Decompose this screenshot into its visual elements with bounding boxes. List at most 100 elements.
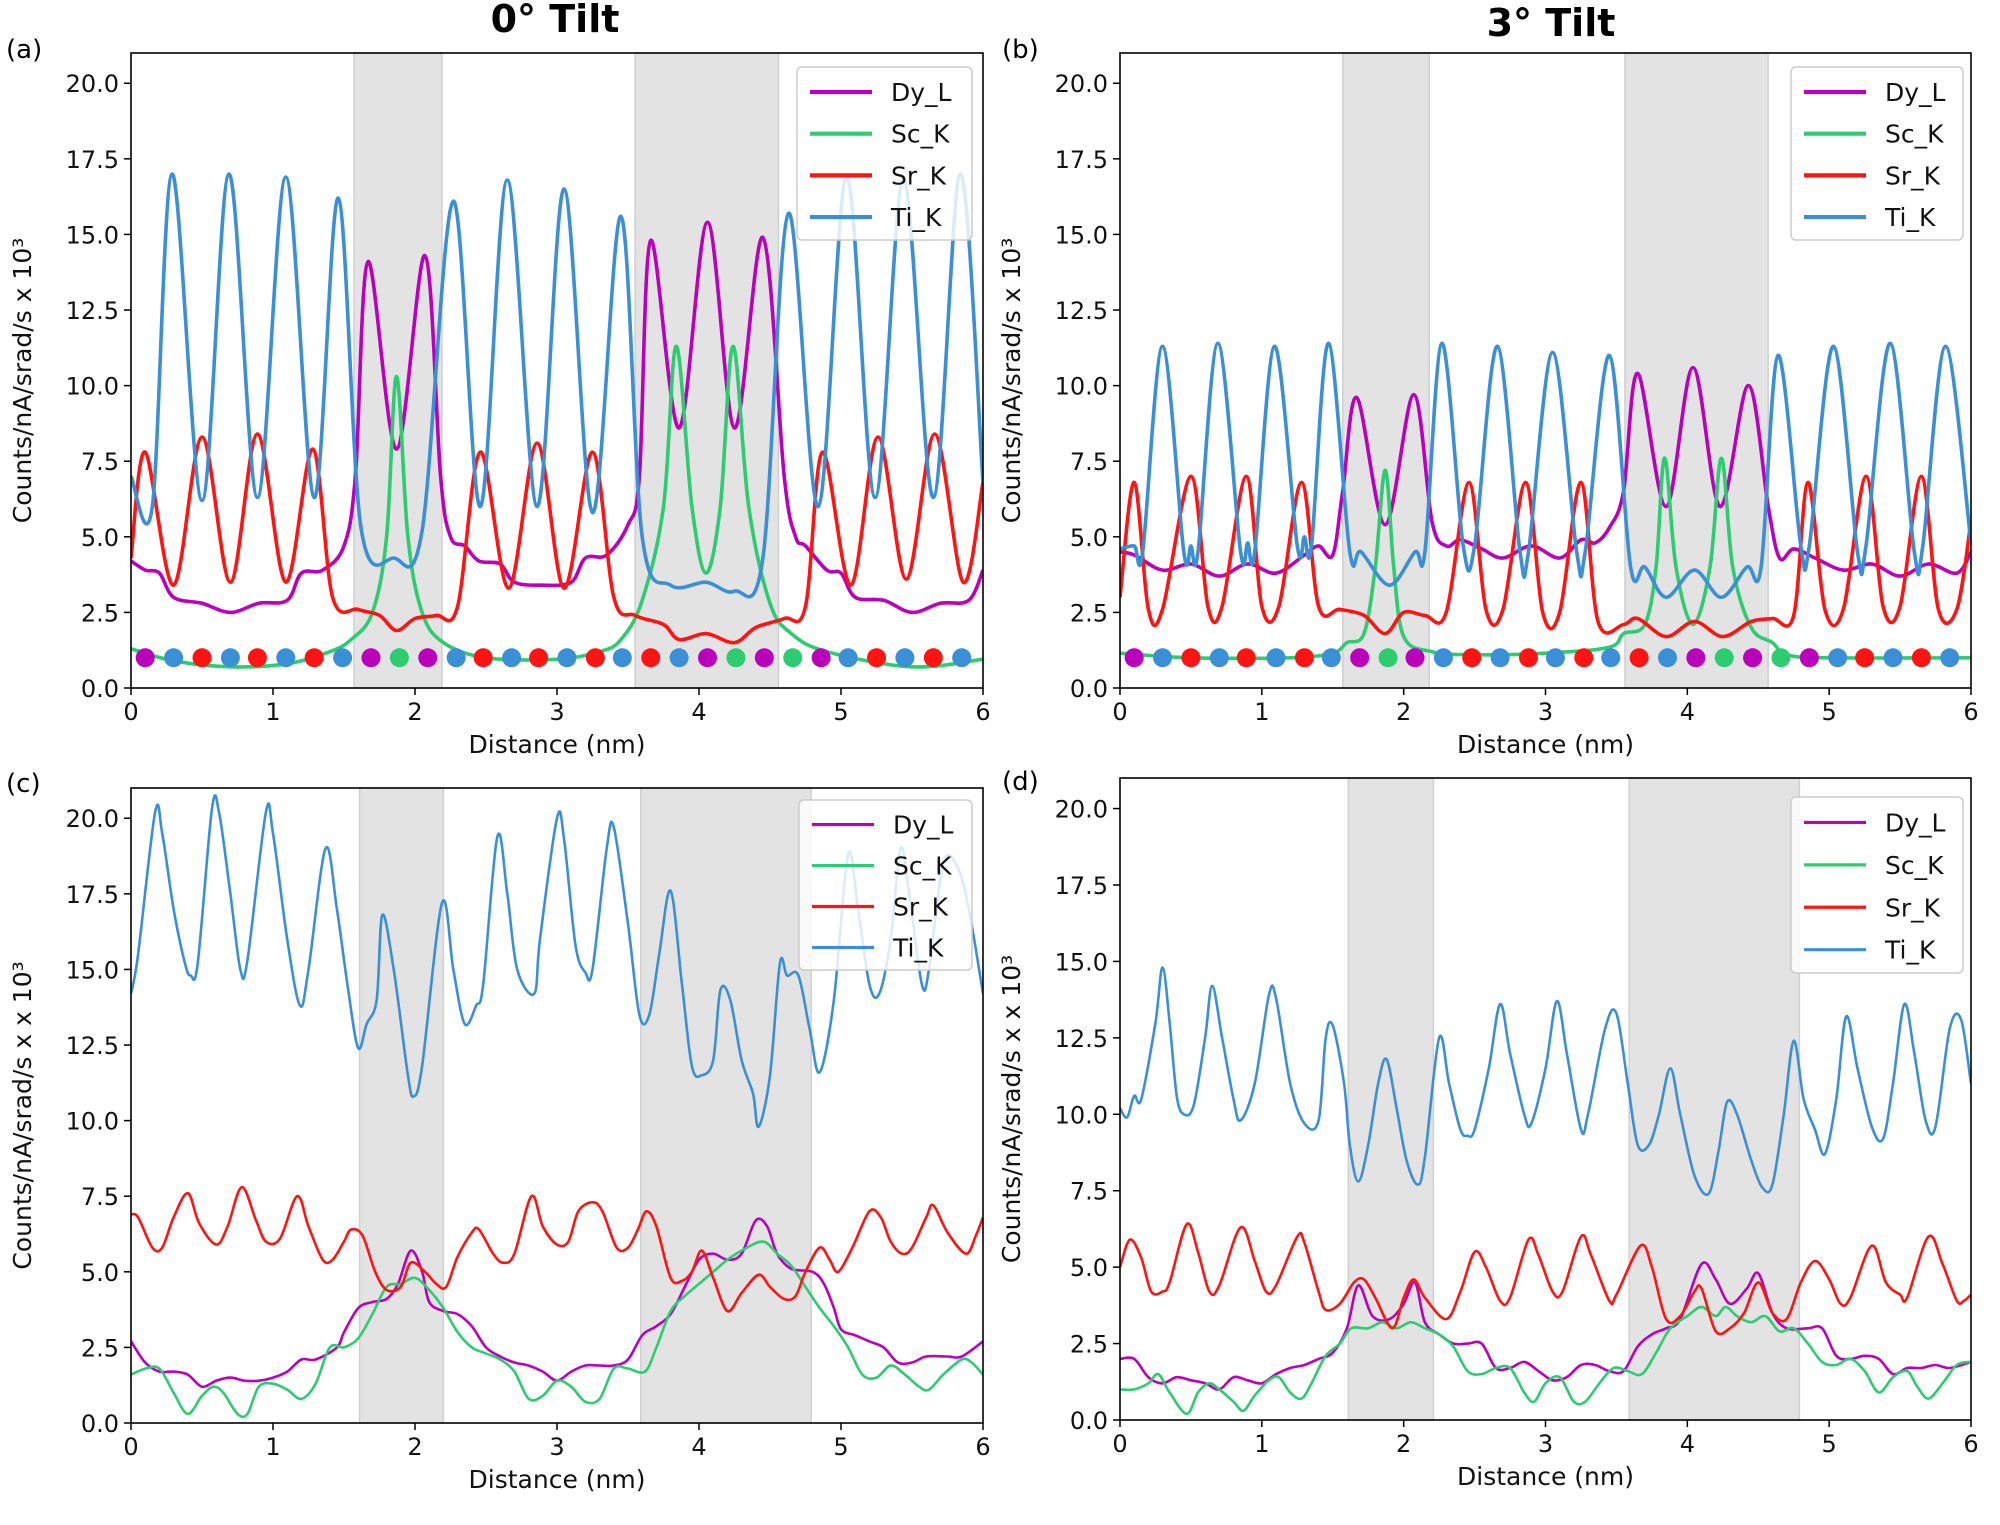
legend-label: Sc_K: [1885, 851, 1944, 880]
y-tick-label: 2.5: [1070, 1331, 1108, 1359]
x-tick-label: 5: [1822, 698, 1837, 726]
shaded-region: [353, 52, 443, 689]
y-tick-label: 0.0: [81, 675, 119, 703]
legend-label: Dy_L: [893, 811, 954, 840]
atom-marker-dy-l: [1124, 648, 1144, 668]
x-tick-label: 0: [1112, 1430, 1127, 1458]
shaded-region: [1341, 52, 1430, 689]
y-tick-label: 15.0: [1055, 221, 1108, 249]
x-tick-label: 1: [265, 1433, 280, 1461]
y-tick-label: 15.0: [66, 956, 119, 984]
plot-area: [131, 794, 983, 1419]
atom-marker-ti-k: [220, 648, 240, 668]
atom-marker-sr-k: [1855, 648, 1875, 668]
atom-marker-ti-k: [1545, 648, 1565, 668]
y-tick-label: 0.0: [1070, 1407, 1108, 1435]
atom-marker-ti-k: [1209, 648, 1229, 668]
plot-area: [1120, 341, 1971, 661]
legend-box: [798, 799, 973, 971]
atom-marker-ti-k: [1883, 648, 1903, 668]
y-tick-label: 7.5: [81, 448, 119, 476]
atom-marker-ti-k: [557, 648, 577, 668]
atom-marker-sr-k: [923, 648, 943, 668]
atom-marker-sc-k: [783, 648, 803, 668]
x-tick-label: 5: [833, 1433, 848, 1461]
atom-marker-sr-k: [529, 648, 549, 668]
x-tick-label: 3: [549, 698, 564, 726]
series-line-sc-k: [131, 1240, 983, 1419]
y-tick-label: 10.0: [66, 1108, 119, 1136]
y-tick-label: 17.5: [66, 881, 119, 909]
x-tick-label: 5: [833, 698, 848, 726]
panel-c: 0 1 2 3 4 5 6 0.0 2.5 5.0 7.5 10.0 12.5 15.0 17.5 20.0 D…: [6, 769, 991, 1494]
atom-marker-sr-k: [304, 648, 324, 668]
legend-label: Sr_K: [1885, 893, 1941, 922]
shaded-region: [634, 52, 780, 689]
x-tick-label: 0: [123, 698, 138, 726]
panel-tag: (d): [1002, 767, 1039, 797]
legend-box: [1790, 66, 1964, 241]
atom-marker-ti-k: [1153, 648, 1173, 668]
atom-marker-sr-k: [1181, 648, 1201, 668]
y-axis-label: Counts/nA/srad/s x 10³: [997, 238, 1026, 524]
series-line-sc-k: [131, 344, 983, 669]
y-tick-label: 17.5: [1055, 872, 1108, 900]
atom-marker-sr-k: [1236, 648, 1256, 668]
legend-label: Sr_K: [1885, 161, 1941, 190]
atom-marker-ti-k: [1828, 648, 1848, 668]
x-axis-label: Distance (nm): [469, 1465, 646, 1494]
atom-marker-ti-k: [1490, 648, 1510, 668]
atom-marker-sc-k: [726, 648, 746, 668]
title-3-tilt: 3° Tilt: [1487, 1, 1616, 45]
y-tick-label: 2.5: [1070, 599, 1108, 627]
legend-label: Ti_K: [890, 203, 942, 232]
plot-area: [1120, 966, 1971, 1416]
x-tick-label: 2: [1396, 698, 1411, 726]
x-tick-label: 3: [1538, 698, 1553, 726]
y-tick-label: 12.5: [1055, 1025, 1108, 1053]
atom-marker-ti-k: [1601, 648, 1621, 668]
legend: Dy_L Sc_K Sr_K Ti_K: [796, 66, 973, 241]
x-tick-label: 6: [1963, 698, 1978, 726]
series-line-sc-k: [1120, 1305, 1971, 1416]
atom-marker-sr-k: [1294, 648, 1314, 668]
atom-marker-sr-k: [1462, 648, 1482, 668]
y-tick-label: 15.0: [66, 221, 119, 249]
atom-marker-sr-k: [1911, 648, 1931, 668]
y-tick-label: 5.0: [81, 524, 119, 552]
title-0-tilt: 0° Tilt: [491, 0, 620, 41]
atom-marker-ti-k: [838, 648, 858, 668]
legend-box: [1790, 796, 1964, 974]
series-line-sr-k: [1120, 474, 1971, 639]
y-tick-label: 10.0: [1055, 1101, 1108, 1129]
x-tick-label: 4: [691, 1433, 706, 1461]
series-line-ti-k: [1120, 966, 1971, 1197]
x-tick-label: 4: [691, 698, 706, 726]
y-tick-label: 17.5: [1055, 146, 1108, 174]
y-tick-label: 2.5: [81, 599, 119, 627]
legend-label: Sr_K: [891, 161, 947, 190]
legend: Dy_L Sc_K Sr_K Ti_K: [1790, 796, 1964, 974]
legend-label: Ti_K: [892, 933, 944, 962]
legend-label: Sc_K: [893, 852, 952, 881]
legend-label: Sr_K: [893, 893, 949, 922]
atom-marker-sc-k: [389, 648, 409, 668]
atom-marker-dy-l: [1743, 648, 1763, 668]
x-tick-label: 3: [1538, 1430, 1553, 1458]
y-tick-label: 7.5: [1070, 448, 1108, 476]
atom-marker-ti-k: [1940, 648, 1960, 668]
y-tick-label: 12.5: [66, 1032, 119, 1060]
x-tick-label: 1: [265, 698, 280, 726]
legend-box: [796, 66, 973, 241]
y-tick-label: 10.0: [66, 373, 119, 401]
atom-marker-dy-l: [361, 648, 381, 668]
y-tick-label: 20.0: [66, 70, 119, 98]
x-tick-label: 6: [975, 1433, 990, 1461]
y-axis-label: Counts/nA/srad/s x x 10³: [997, 955, 1026, 1263]
y-tick-label: 15.0: [1055, 948, 1108, 976]
atom-marker-ti-k: [333, 648, 353, 668]
atom-marker-dy-l: [754, 648, 774, 668]
shaded-region: [358, 787, 445, 1424]
atom-marker-ti-k: [952, 648, 972, 668]
atom-marker-sc-k: [1714, 648, 1734, 668]
